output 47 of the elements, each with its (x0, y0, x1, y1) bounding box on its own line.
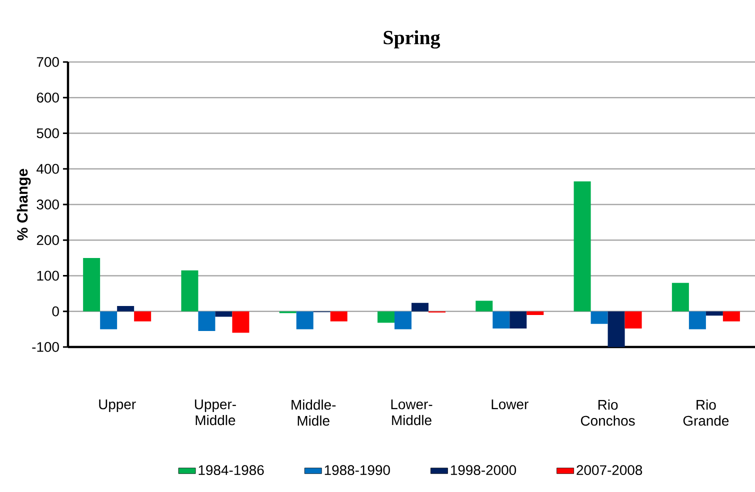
x-tick-label: Rio Grande (683, 400, 729, 426)
x-tick-label: Rio Conchos (580, 400, 635, 426)
bar (232, 311, 250, 333)
legend-label: 1984-1986 (198, 465, 264, 476)
bar (608, 311, 625, 347)
bar (476, 300, 493, 312)
bar (117, 306, 134, 312)
y-tick-label: 400 (36, 164, 59, 174)
x-tick-label: Upper (99, 400, 136, 412)
bar (198, 311, 216, 331)
y-axis-title: % Change (16, 168, 31, 240)
bar (330, 311, 348, 322)
x-tick-label: Lower-Middle (391, 400, 432, 426)
legend-label: 1998-2000 (450, 465, 516, 476)
y-tick-label: 600 (36, 92, 59, 103)
x-tick-label: Lower (492, 400, 528, 410)
bar (590, 311, 608, 324)
bar (526, 311, 544, 315)
legend-label: 2007-2008 (576, 465, 642, 476)
x-tick-label: Middle-Midle (292, 400, 336, 426)
legend-label: 1988-1990 (324, 465, 390, 476)
bar (688, 311, 706, 330)
bar (624, 311, 642, 328)
bar (706, 311, 723, 316)
y-tick-label: 200 (36, 235, 59, 246)
y-tick-label: 0 (52, 306, 59, 316)
bar (296, 311, 314, 330)
bar (394, 311, 412, 330)
bar (215, 311, 232, 317)
bar (83, 258, 100, 312)
y-tick-label: 500 (36, 128, 59, 138)
y-tick-label: -100 (32, 342, 59, 352)
y-tick-label: 700 (36, 57, 59, 67)
bar (134, 311, 152, 322)
x-tick-label: Upper-Middle (194, 400, 236, 426)
bar (492, 311, 510, 328)
y-tick-label: 300 (36, 200, 59, 210)
chart-title: Spring (384, 30, 440, 48)
y-tick-label: 100 (37, 270, 59, 281)
bar (672, 282, 689, 312)
bar (574, 181, 591, 312)
bar (100, 311, 118, 330)
bar (181, 270, 198, 312)
bar (510, 311, 527, 328)
bar (378, 311, 395, 323)
bar (412, 302, 429, 312)
bar (722, 311, 740, 322)
